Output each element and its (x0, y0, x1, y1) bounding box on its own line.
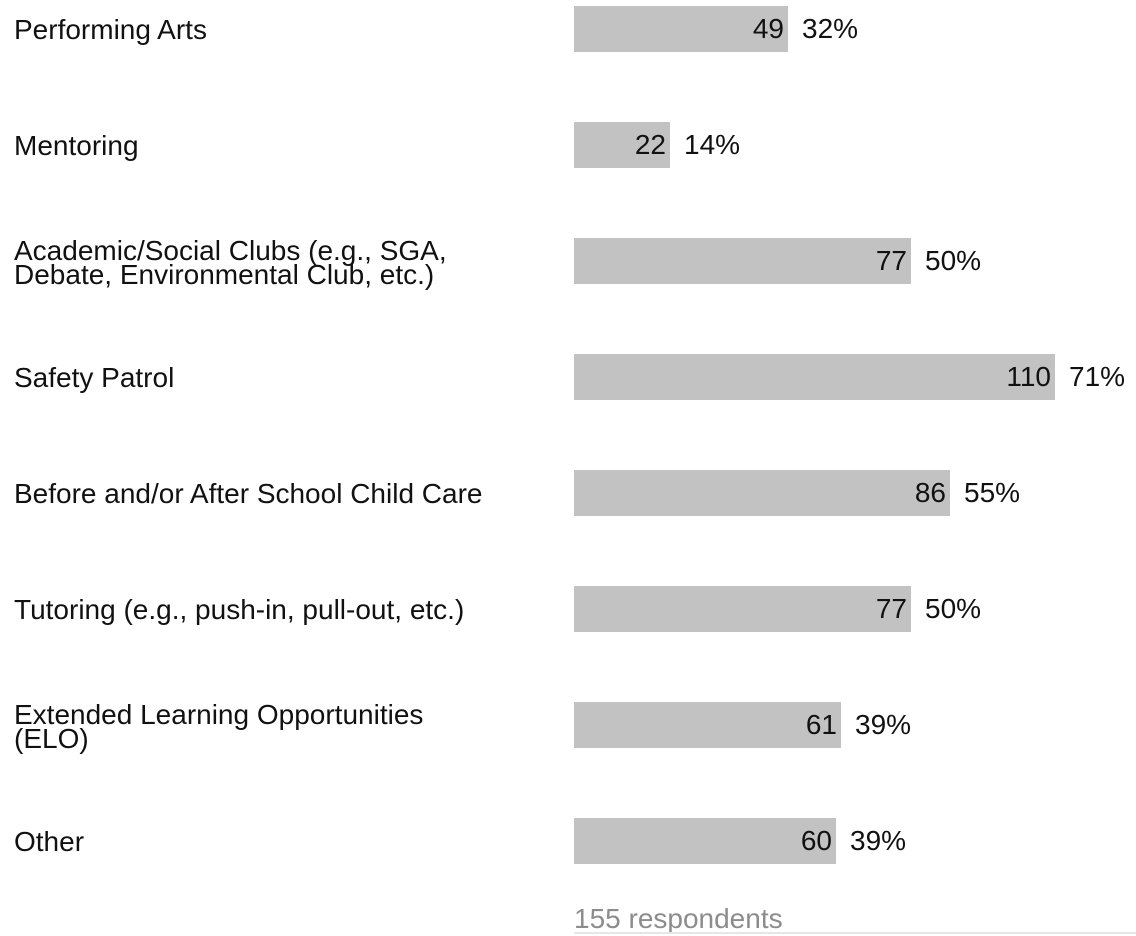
bar-value-label: 60 (800, 825, 832, 856)
bar-value-label: 49 (752, 13, 784, 44)
bar (574, 6, 788, 52)
category-label: Safety Patrol (14, 362, 175, 393)
respondents-count: 155 respondents (574, 903, 783, 934)
category-label: Tutoring (e.g., push-in, pull-out, etc.) (14, 594, 465, 625)
bar (574, 818, 836, 864)
bar-value-label: 22 (634, 129, 666, 160)
category-label-line: Extended Learning Opportunities (14, 699, 424, 730)
bar-percent-label: 55% (964, 477, 1021, 508)
bar-value-label: 110 (1006, 361, 1051, 392)
category-label: Mentoring (14, 130, 139, 161)
bar-percent-label: 39% (855, 709, 912, 740)
bar-percent-label: 71% (1069, 361, 1126, 392)
bar (574, 586, 911, 632)
category-label-line: (ELO) (14, 723, 89, 754)
bar-percent-label: 39% (850, 825, 907, 856)
category-label-line: Debate, Environmental Club, etc.) (14, 259, 435, 290)
bar-value-label: 86 (914, 477, 946, 508)
bar (574, 702, 841, 748)
bar (574, 122, 670, 168)
category-label: Other (14, 826, 85, 857)
bar (574, 238, 911, 284)
category-label: Before and/or After School Child Care (14, 478, 483, 509)
bar (574, 354, 1055, 400)
bar-value-label: 61 (805, 709, 837, 740)
category-label: Performing Arts (14, 14, 207, 45)
category-label-line: Academic/Social Clubs (e.g., SGA, (14, 235, 447, 266)
bar-value-label: 77 (875, 245, 907, 276)
bar-percent-label: 50% (925, 593, 982, 624)
bar-percent-label: 32% (802, 13, 859, 44)
bar (574, 470, 950, 516)
bottom-divider (574, 932, 1136, 934)
bar-percent-label: 50% (925, 245, 982, 276)
category-label: Academic/Social Clubs (e.g., SGA, Debate,… (14, 235, 559, 290)
category-label: Extended Learning Opportunities (ELO) (14, 699, 559, 754)
bar-percent-label: 14% (684, 129, 741, 160)
bar-value-label: 77 (875, 593, 907, 624)
